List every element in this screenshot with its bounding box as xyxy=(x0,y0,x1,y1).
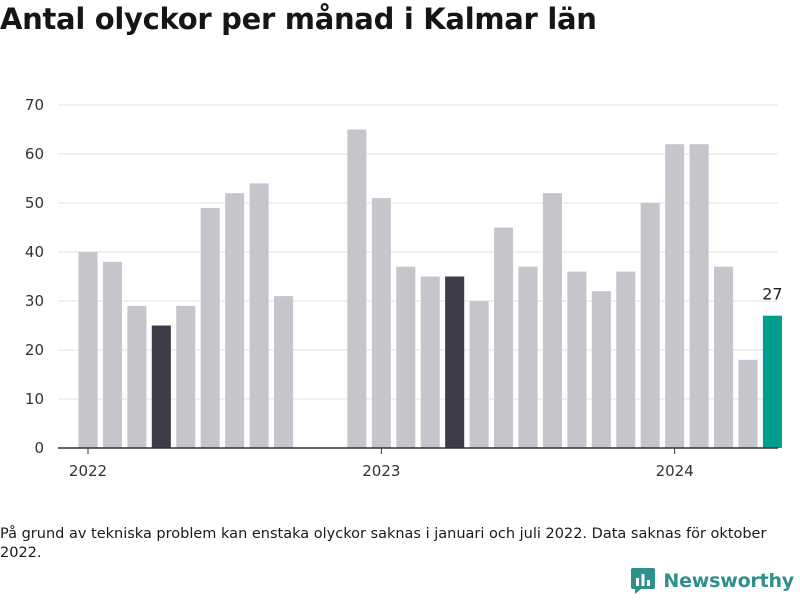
bar xyxy=(396,266,416,448)
bar xyxy=(420,276,440,448)
chart-title: Antal olyckor per månad i Kalmar län xyxy=(0,2,597,36)
bar xyxy=(249,183,269,448)
y-tick-label: 30 xyxy=(25,292,44,310)
bar xyxy=(151,325,171,448)
bar xyxy=(518,266,538,448)
bar xyxy=(542,193,562,448)
bars xyxy=(78,129,782,448)
y-tick-label: 50 xyxy=(25,194,44,212)
brand-logo: Newsworthy xyxy=(631,568,794,594)
bar xyxy=(469,301,489,448)
bar xyxy=(176,305,196,448)
bar xyxy=(225,193,245,448)
bar xyxy=(78,252,98,448)
bar xyxy=(714,266,734,448)
bar xyxy=(347,129,367,448)
y-tick-label: 40 xyxy=(25,243,44,261)
latest-value-label: 27 xyxy=(762,285,782,304)
data-labels: 27 xyxy=(762,285,782,304)
y-tick-label: 10 xyxy=(25,390,44,408)
bar xyxy=(102,261,122,448)
bar xyxy=(371,198,391,448)
bar xyxy=(616,271,636,448)
x-axis: 2022 2023 2024 xyxy=(58,447,778,480)
y-tick-label: 70 xyxy=(25,96,44,114)
bar-chart: 0 10 20 30 40 50 60 70 2022 2023 2024 27 xyxy=(25,96,783,480)
bar xyxy=(200,207,220,448)
bar xyxy=(640,203,660,448)
bar xyxy=(127,305,147,448)
footnote: På grund av tekniska problem kan enstaka… xyxy=(0,526,767,561)
newsworthy-logo-icon xyxy=(631,568,656,594)
bar xyxy=(274,296,294,448)
brand-name: Newsworthy xyxy=(663,570,794,592)
y-axis: 0 10 20 30 40 50 60 70 xyxy=(25,96,44,457)
bar xyxy=(445,276,465,448)
x-tick-label: 2023 xyxy=(362,462,400,480)
bar xyxy=(567,271,587,448)
y-tick-label: 60 xyxy=(25,145,44,163)
bar xyxy=(738,359,758,448)
y-tick-label: 20 xyxy=(25,341,44,359)
y-tick-label: 0 xyxy=(34,439,44,457)
x-tick-label: 2022 xyxy=(69,462,107,480)
x-tick-label: 2024 xyxy=(656,462,694,480)
bar xyxy=(762,315,782,448)
bar xyxy=(591,291,611,448)
bar xyxy=(494,227,514,448)
bar xyxy=(665,144,685,448)
bar xyxy=(689,144,709,448)
